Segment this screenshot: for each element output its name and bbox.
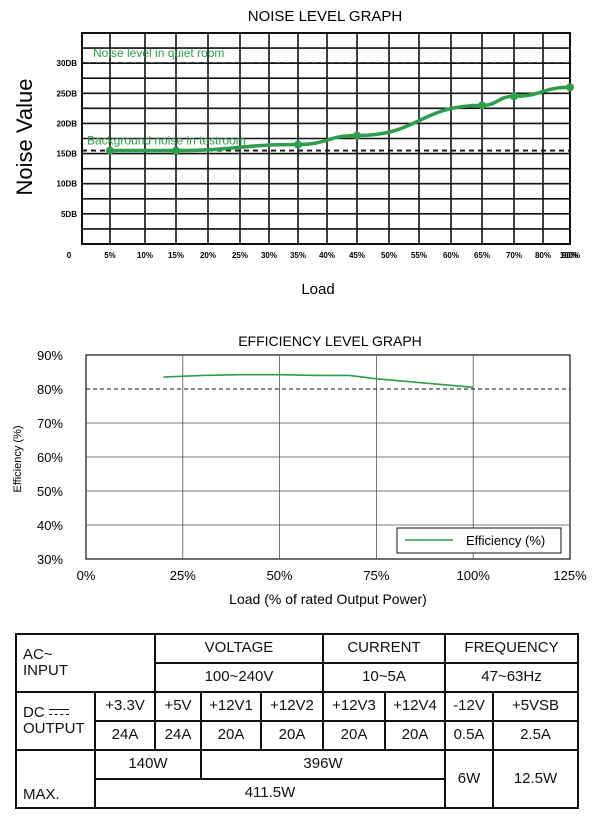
noise-y-tick-label: 5DB bbox=[61, 210, 77, 219]
dc-output-bottom: OUTPUT bbox=[23, 720, 85, 737]
current-header: CURRENT bbox=[322, 633, 446, 664]
noise-y-tick-label: 25DB bbox=[57, 89, 78, 98]
efficiency-y-axis-label: Efficiency (%) bbox=[12, 425, 24, 492]
noise-x-tick-label: 35% bbox=[290, 251, 306, 260]
rail-amps: 20A bbox=[200, 720, 262, 751]
noise-y-tick-label: 20DB bbox=[57, 119, 78, 128]
noise-x-tick-label: 50% bbox=[381, 251, 397, 260]
efficiency-y-tick-label: 40% bbox=[37, 518, 63, 533]
max-33-5-watts: 140W bbox=[94, 749, 202, 780]
noise-x-tick-label: 5% bbox=[104, 251, 116, 260]
rail-label: +12V3 bbox=[322, 691, 386, 722]
noise-chart-title: NOISE LEVEL GRAPH bbox=[248, 8, 403, 25]
efficiency-y-tick-label: 90% bbox=[37, 348, 63, 363]
efficiency-x-axis-label: Load (% of rated Output Power) bbox=[229, 591, 427, 607]
noise-x-tick-label: 20% bbox=[200, 251, 216, 260]
efficiency-x-tick-label: 75% bbox=[363, 568, 389, 583]
noise-x-tick-label: 100% bbox=[560, 251, 580, 260]
rail-amps: 20A bbox=[384, 720, 446, 751]
noise-x-tick-label: 25% bbox=[232, 251, 248, 260]
noise-reference-label: Noise level in quiet room bbox=[93, 46, 224, 60]
noise-x-tick-label: 10% bbox=[137, 251, 153, 260]
efficiency-y-tick-label: 80% bbox=[37, 382, 63, 397]
rail-label: +12V2 bbox=[260, 691, 324, 722]
noise-data-point bbox=[294, 140, 302, 149]
efficiency-y-tick-label: 50% bbox=[37, 484, 63, 499]
dc-symbol-icon bbox=[48, 709, 69, 716]
noise-data-point bbox=[566, 83, 574, 92]
rail-amps: 24A bbox=[154, 720, 202, 751]
noise-x-tick-label: 65% bbox=[474, 251, 490, 260]
noise-x-tick-label: 60% bbox=[443, 251, 459, 260]
rail-label: +5VSB bbox=[492, 691, 579, 722]
noise-x-tick-label: 40% bbox=[319, 251, 335, 260]
efficiency-x-tick-label: 0% bbox=[77, 568, 96, 583]
rail-label: +3.3V bbox=[94, 691, 156, 722]
dc-output-label: DC OUTPUT bbox=[15, 691, 96, 751]
max-total-watts: 411.5W bbox=[94, 778, 446, 809]
noise-x-tick-label: 55% bbox=[411, 251, 427, 260]
noise-level-chart: NOISE LEVEL GRAPH Noise Value Load 0 5% 10… bbox=[12, 8, 580, 298]
noise-x-tick-label: 30% bbox=[261, 251, 277, 260]
noise-x-tick-label: 45% bbox=[349, 251, 365, 260]
frequency-header: FREQUENCY bbox=[444, 633, 579, 664]
efficiency-level-chart: EFFICIENCY LEVEL GRAPH Efficiency (%) Lo… bbox=[12, 333, 587, 607]
noise-data-point bbox=[353, 131, 361, 140]
efficiency-y-tick-label: 30% bbox=[37, 552, 63, 567]
noise-data-point bbox=[510, 92, 518, 101]
noise-y-tick-label: 30DB bbox=[57, 59, 78, 68]
rail-label: -12V bbox=[444, 691, 494, 722]
noise-y-tick-label: 15DB bbox=[57, 150, 78, 159]
efficiency-x-tick-label: 50% bbox=[267, 568, 293, 583]
rail-amps: 0.5A bbox=[444, 720, 494, 751]
current-value: 10~5A bbox=[322, 662, 446, 693]
efficiency-x-tick-label: 100% bbox=[457, 568, 491, 583]
noise-x-tick-label: 15% bbox=[168, 251, 184, 260]
efficiency-chart-title: EFFICIENCY LEVEL GRAPH bbox=[238, 333, 422, 349]
voltage-header: VOLTAGE bbox=[154, 633, 324, 664]
max-5vsb-watts: 12.5W bbox=[492, 749, 579, 809]
power-spec-table: AC~ INPUT VOLTAGE CURRENT FREQUENCY 100~… bbox=[15, 633, 579, 809]
rail-label: +12V4 bbox=[384, 691, 446, 722]
rail-amps: 2.5A bbox=[492, 720, 579, 751]
voltage-value: 100~240V bbox=[154, 662, 324, 693]
max-12v-watts: 396W bbox=[200, 749, 446, 780]
dc-output-top: DC bbox=[23, 703, 45, 721]
noise-reference-label: Background noise in testroom bbox=[87, 134, 246, 148]
rail-amps: 20A bbox=[322, 720, 386, 751]
efficiency-x-tick-label: 125% bbox=[553, 568, 587, 583]
noise-y-axis-label: Noise Value bbox=[12, 79, 37, 196]
noise-x-tick-label: 70% bbox=[506, 251, 522, 260]
noise-x-tick-label: 80% bbox=[535, 251, 551, 260]
noise-x-tick-label: 90% bbox=[562, 251, 578, 260]
efficiency-legend: Efficiency (%) bbox=[396, 527, 562, 554]
max-neg12-watts: 6W bbox=[444, 749, 494, 809]
noise-y-tick-label: 10DB bbox=[57, 180, 78, 189]
ac-input-label: AC~ INPUT bbox=[15, 633, 156, 693]
rail-label: +12V1 bbox=[200, 691, 262, 722]
noise-data-point bbox=[172, 146, 180, 155]
max-label: MAX. bbox=[15, 749, 96, 809]
noise-x-axis-label: Load bbox=[301, 281, 334, 298]
rail-amps: 20A bbox=[260, 720, 324, 751]
rail-amps: 24A bbox=[94, 720, 156, 751]
rail-label: +5V bbox=[154, 691, 202, 722]
efficiency-series-line bbox=[163, 373, 474, 389]
efficiency-y-tick-label: 70% bbox=[37, 416, 63, 431]
efficiency-y-tick-label: 60% bbox=[37, 450, 63, 465]
ac-input-text: AC~ INPUT bbox=[23, 645, 68, 679]
noise-x-tick-label: 0 bbox=[67, 251, 72, 260]
noise-data-point bbox=[478, 101, 486, 110]
frequency-value: 47~63Hz bbox=[444, 662, 579, 693]
noise-data-point bbox=[106, 146, 114, 155]
legend-label: Efficiency (%) bbox=[466, 533, 545, 548]
efficiency-x-tick-label: 25% bbox=[170, 568, 196, 583]
